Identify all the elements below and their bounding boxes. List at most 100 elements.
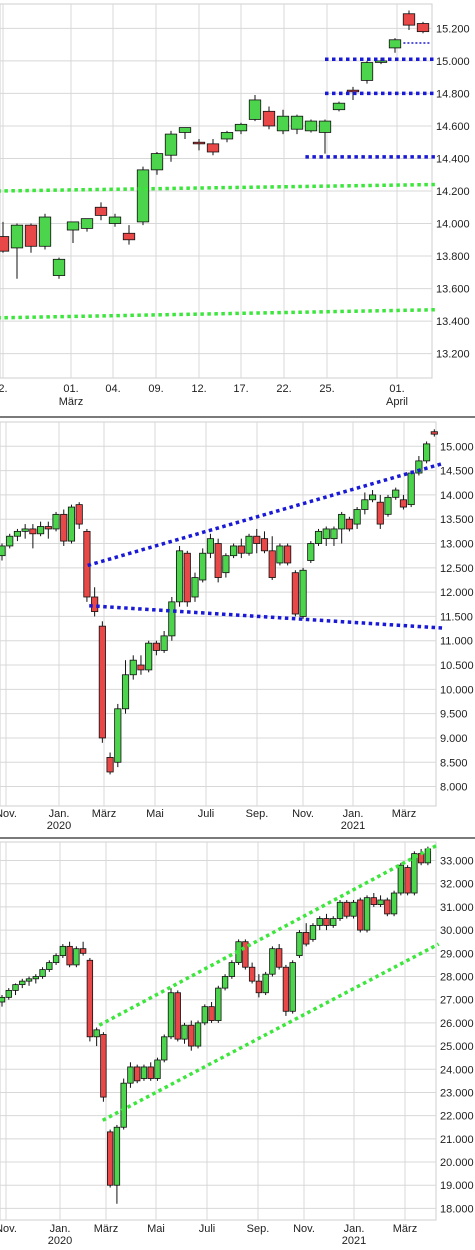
candle-up	[127, 1066, 134, 1084]
y-tick-label: 13.400	[436, 316, 470, 328]
candle-down	[346, 89, 360, 93]
x-tick-label: Jan.	[343, 808, 364, 820]
candle-down	[152, 642, 160, 651]
candle-up	[228, 962, 236, 977]
candle-up	[384, 496, 392, 515]
x-tick-label: März	[392, 808, 416, 820]
panel-divider	[0, 837, 475, 839]
x-tick-label: Nov.	[0, 1223, 17, 1235]
x-tick-label: Jan.	[49, 808, 70, 820]
x-sub-label: März	[59, 396, 83, 408]
candle-up	[108, 216, 122, 224]
y-tick-label: 14.600	[436, 121, 470, 133]
candle-down	[262, 110, 276, 127]
candle-up	[194, 1022, 202, 1047]
candle-up	[175, 550, 184, 603]
x-tick-label: Juli	[199, 1223, 216, 1235]
y-tick-label: 12.500	[440, 563, 474, 575]
candle-down	[248, 966, 256, 982]
candle-up	[201, 1006, 208, 1024]
y-tick-label: 15.200	[436, 23, 470, 35]
candle-up	[140, 1066, 148, 1079]
candle-down	[134, 1066, 141, 1082]
candle-up	[361, 499, 369, 510]
candle-up	[377, 899, 384, 906]
candle-down	[206, 143, 220, 153]
candle-up	[316, 918, 323, 926]
candle-down	[122, 232, 136, 241]
y-tick-label: 20.000	[440, 1157, 474, 1169]
candle-down	[106, 756, 114, 773]
trend-line	[89, 603, 444, 630]
candle-down	[0, 236, 10, 252]
x-tick-label: Jan.	[50, 1223, 71, 1235]
candle-up	[276, 115, 290, 132]
candle-down	[183, 552, 191, 603]
y-tick-label: 13.500	[440, 514, 474, 526]
candle-down	[343, 901, 350, 917]
candle-up	[360, 62, 374, 81]
candle-down	[255, 980, 263, 994]
candle-up	[314, 530, 323, 544]
candle-up	[350, 901, 357, 917]
y-tick-label: 31.000	[440, 902, 474, 914]
y-tick-label: 10.000	[440, 684, 474, 696]
y-tick-label: 11.500	[440, 611, 473, 623]
y-tick-label: 14.000	[440, 490, 474, 502]
y-tick-label: 26.000	[440, 1018, 474, 1030]
candle-up	[0, 545, 6, 557]
candle-down	[399, 499, 408, 508]
candle-up	[322, 528, 330, 540]
candle-up	[12, 984, 19, 991]
candle-up	[330, 528, 338, 540]
x-tick-label: Nov.	[292, 808, 314, 820]
candle-up	[397, 864, 405, 894]
candle-down	[100, 1034, 107, 1098]
candle-up	[38, 216, 52, 247]
y-tick-label: 33.000	[440, 856, 474, 868]
x-tick-label: Sep.	[247, 1223, 270, 1235]
candle-down	[237, 545, 245, 554]
x-tick-label: März	[92, 808, 116, 820]
y-tick-label: 9.500	[440, 709, 468, 721]
candle-up	[191, 577, 199, 598]
y-tick-label: 15.000	[440, 441, 474, 453]
candle-up	[113, 1126, 121, 1186]
candle-up	[93, 1029, 100, 1038]
candle-up	[248, 99, 262, 120]
candle-up	[52, 513, 60, 530]
candle-up	[234, 123, 248, 132]
candle-up	[230, 545, 238, 557]
candle-up	[245, 535, 253, 554]
candle-up	[25, 978, 33, 982]
candle-up	[160, 635, 168, 651]
candle-up	[13, 530, 22, 537]
candle-up	[164, 133, 178, 156]
y-tick-label: 23.000	[440, 1087, 474, 1099]
y-tick-label: 8.500	[440, 757, 468, 769]
candle-up	[206, 538, 215, 554]
candle-up	[121, 674, 130, 710]
candle-up	[289, 962, 296, 1012]
x-tick-label: Mai	[147, 1223, 165, 1235]
y-tick-label: 13.200	[436, 349, 470, 361]
y-tick-label: 21.000	[440, 1134, 474, 1146]
candle-down	[208, 1006, 215, 1021]
candle-down	[79, 948, 87, 954]
candle-down	[416, 23, 430, 33]
x-tick-label: 09.	[148, 383, 163, 395]
y-tick-label: 32.000	[440, 879, 474, 891]
candle-down	[188, 1024, 195, 1047]
candlestick-chart-long-term-1: 8.000 8.500 9.000 9.500 10.000 10.500 11.000 11…	[0, 421, 474, 832]
y-tick-label: 10.500	[440, 660, 474, 672]
x-tick-label: 01.	[63, 383, 78, 395]
x-tick-label: Nov.	[0, 808, 17, 820]
candlestick-chart-long-term-2: 18.000 19.000 20.000 21.000 22.000 23.000 24.0…	[0, 841, 474, 1247]
y-tick-label: 15.000	[436, 56, 470, 68]
candle-up	[52, 258, 66, 276]
candle-up	[368, 494, 377, 501]
candle-up	[114, 708, 122, 763]
candle-down	[94, 206, 108, 216]
candle-up	[269, 948, 276, 975]
y-tick-label: 22.000	[440, 1111, 474, 1123]
